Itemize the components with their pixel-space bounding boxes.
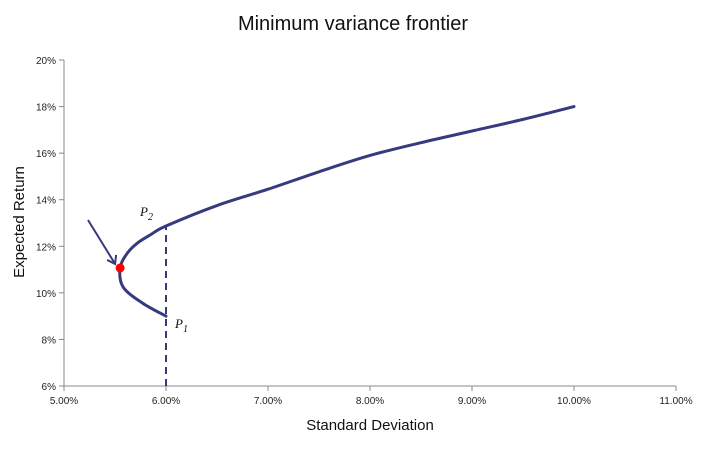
x-tick-label: 6.00%	[152, 396, 180, 407]
y-tick-label: 10%	[36, 289, 56, 300]
chart-title: Minimum variance frontier	[238, 13, 468, 35]
point-label-subscript: 1	[183, 324, 188, 335]
y-tick-label: 12%	[36, 242, 56, 253]
x-tick-label: 5.00%	[50, 396, 78, 407]
y-tick-label: 16%	[36, 149, 56, 160]
x-tick-label: 7.00%	[254, 396, 282, 407]
point-label-p2: P2	[139, 204, 153, 223]
y-tick-label: 14%	[36, 196, 56, 207]
min-variance-point	[115, 263, 125, 273]
point-label-subscript: 2	[148, 212, 153, 223]
frontier-line	[118, 105, 576, 318]
axes: 5.00% 6.00% 7.00% 8.00% 9.00% 10.00% 11.00% 6% 8…	[36, 56, 693, 407]
y-tick-label: 18%	[36, 103, 56, 114]
x-tick-label: 11.00%	[659, 396, 692, 407]
y-tick-label: 20%	[36, 56, 56, 67]
x-axis-label: Standard Deviation	[306, 417, 434, 434]
y-axis-label: Expected Return	[11, 166, 28, 278]
x-tick-label: 8.00%	[356, 396, 384, 407]
y-tick-label: 8%	[42, 335, 57, 346]
arrow-line	[87, 219, 116, 265]
point-label-letter: P	[139, 204, 148, 219]
x-tick-label: 10.00%	[557, 396, 591, 407]
point-label-letter: P	[174, 316, 183, 331]
arrow-head-icon	[106, 254, 118, 266]
x-tick-label: 9.00%	[458, 396, 486, 407]
point-label-p1: P1	[174, 316, 188, 335]
y-tick-label: 6%	[42, 382, 57, 393]
